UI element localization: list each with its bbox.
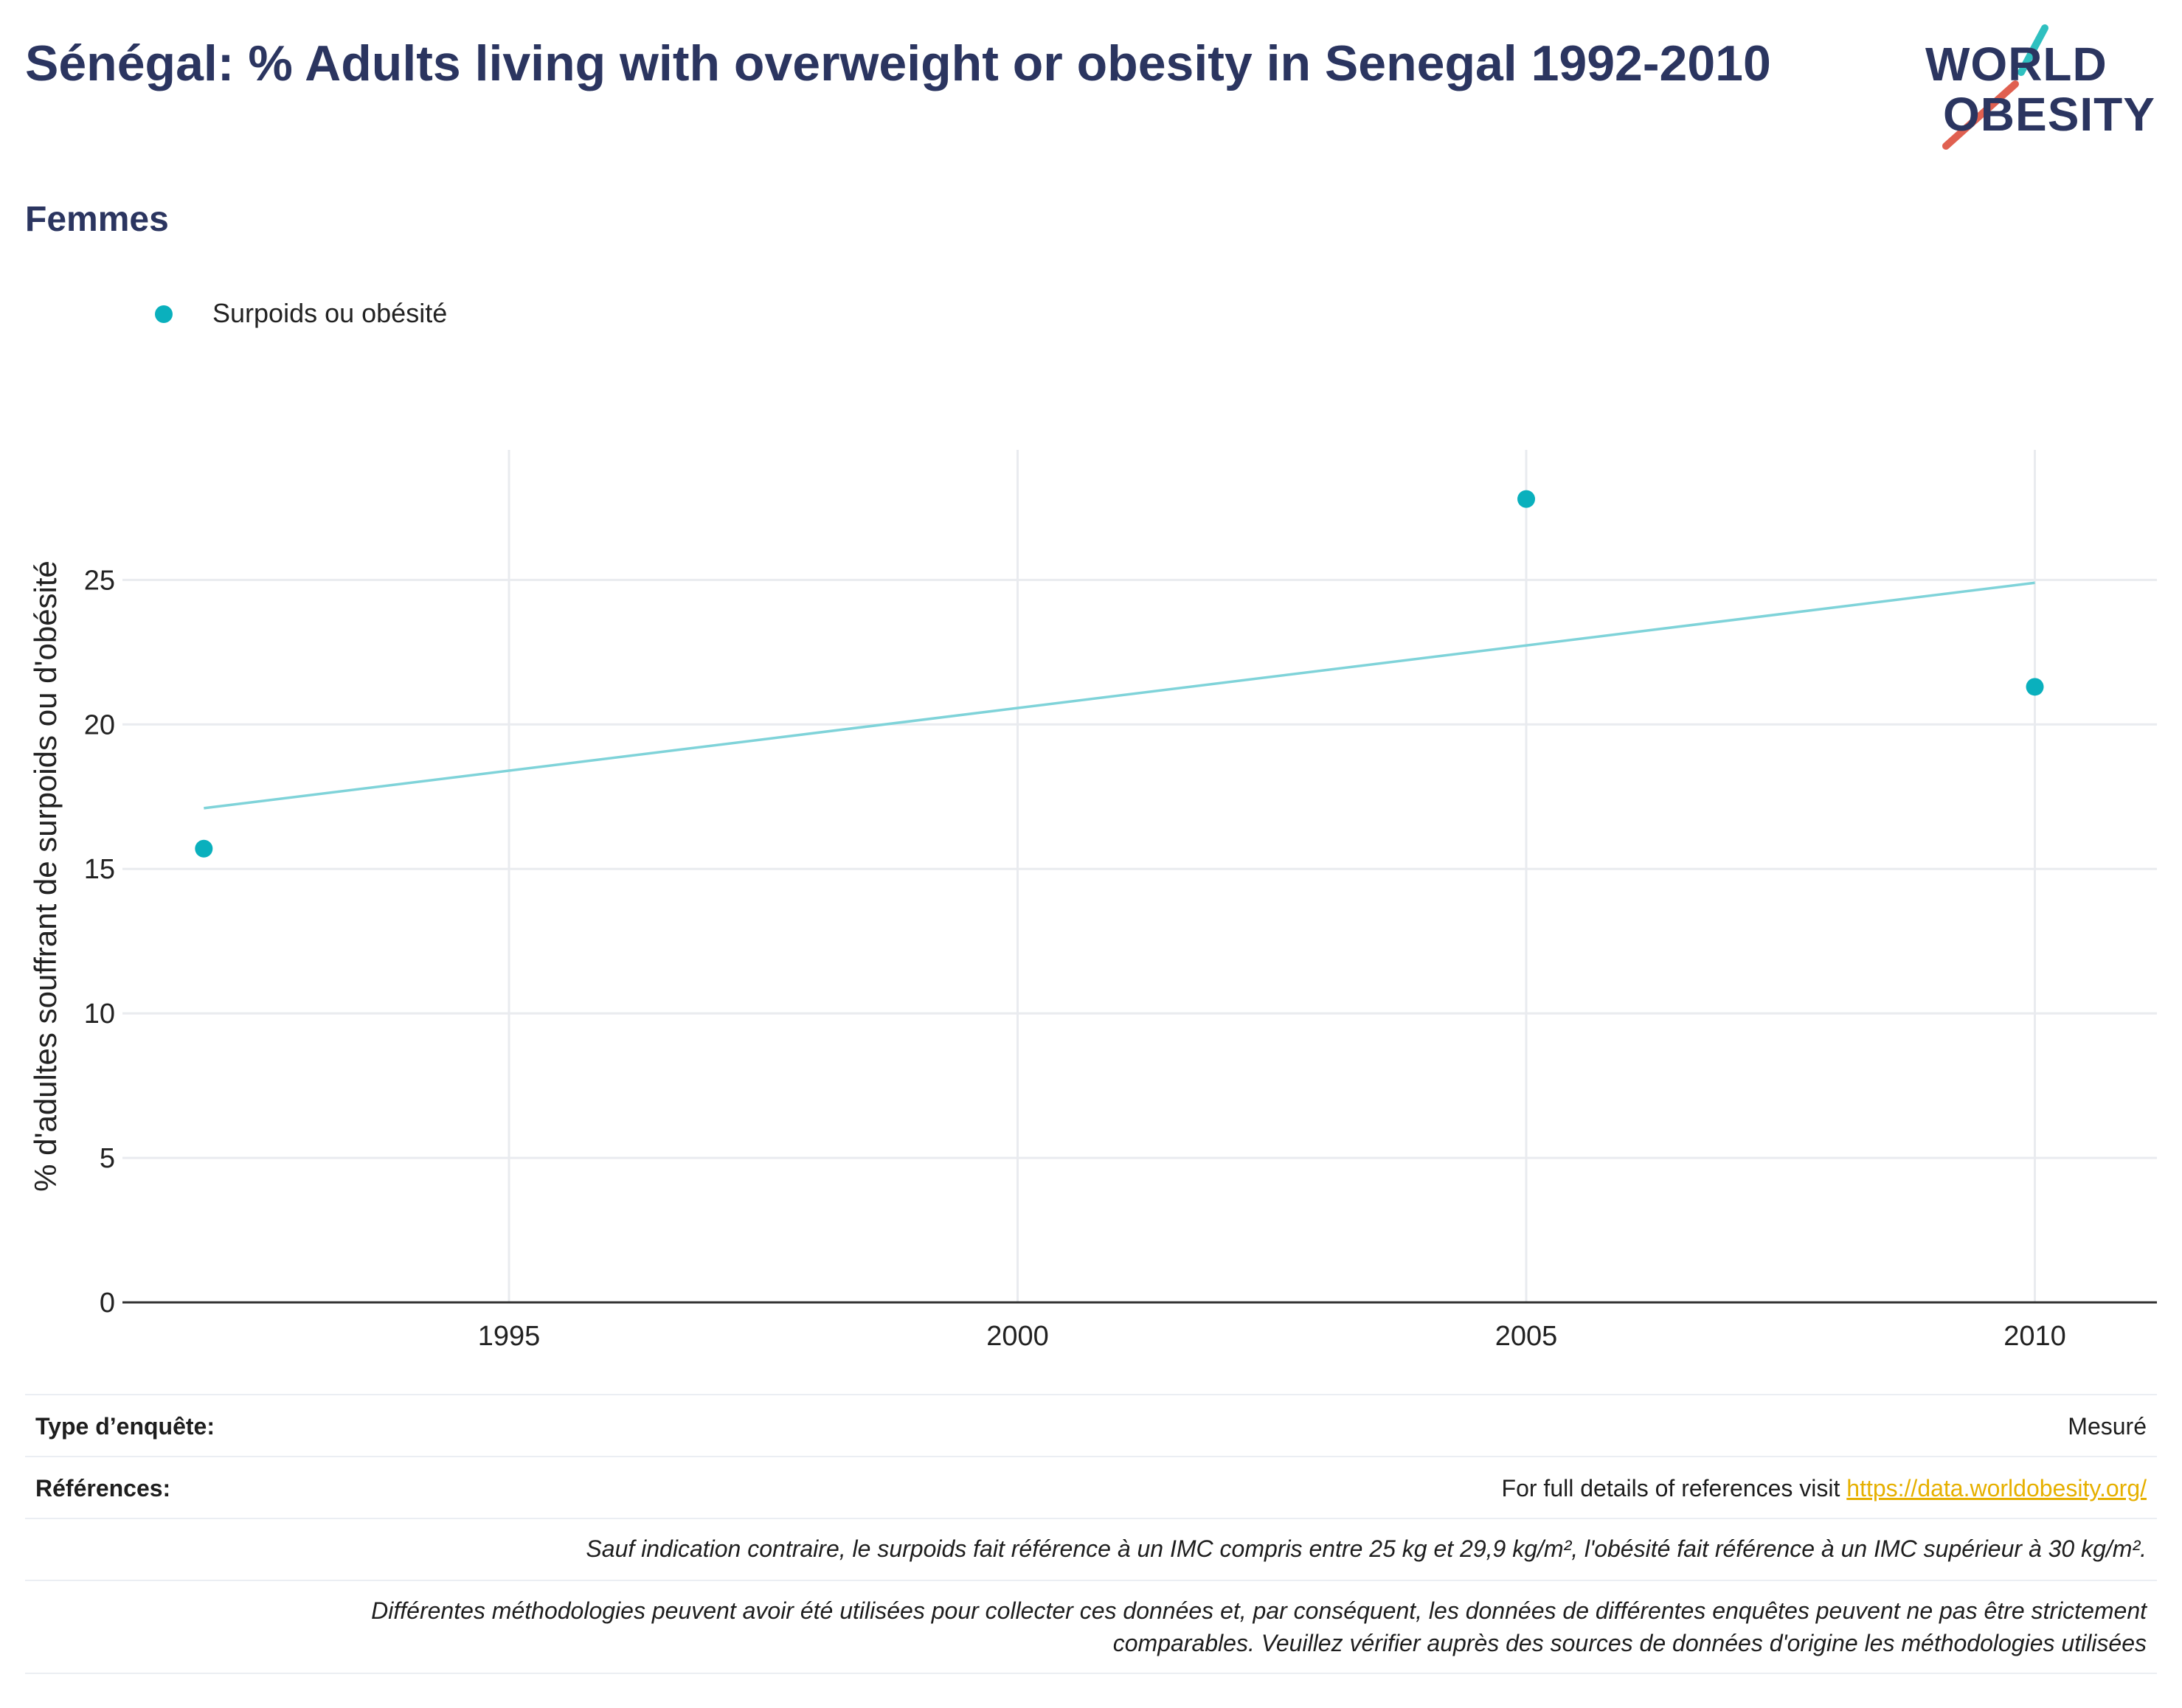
- y-tick-label: 20: [84, 709, 115, 740]
- footer-row-survey: Type d’enquête: Mesuré: [25, 1394, 2157, 1456]
- logo-text-obesity: OBESITY: [1943, 88, 2155, 141]
- trend-line: [204, 581, 2035, 810]
- y-tick-label: 0: [100, 1288, 115, 1319]
- legend-marker: [155, 305, 173, 323]
- chart-footer: Type d’enquête: Mesuré Références: For f…: [25, 1394, 2157, 1674]
- page-title: Sénégal: % Adults living with overweight…: [25, 35, 1771, 91]
- x-tick-label: 2010: [2003, 1321, 2066, 1352]
- x-tick-label: 1995: [478, 1321, 541, 1352]
- data-point: [2026, 678, 2044, 696]
- references-text: For full details of references visit: [1501, 1475, 1847, 1502]
- legend-label: Surpoids ou obésité: [212, 298, 448, 328]
- scatter-chart: 0 5 10 15 20 25 1995 2000 2005 2010 % d'adultes so…: [28, 450, 2157, 1352]
- chart-subtitle: Femmes: [25, 200, 169, 239]
- survey-type-value: Mesuré: [2068, 1413, 2147, 1440]
- references-link[interactable]: https://data.worldobesity.org/: [1846, 1475, 2147, 1502]
- bmi-definition-note: Sauf indication contraire, le surpoids f…: [586, 1535, 2147, 1562]
- y-tick-label: 10: [84, 999, 115, 1030]
- logo-slash-icon: [1942, 24, 2048, 150]
- logo-text-world: WORLD: [1925, 38, 2107, 91]
- methodology-note-line2: comparables. Veuillez vérifier auprès de…: [1112, 1630, 2147, 1656]
- data-point: [1517, 490, 1536, 508]
- references-label: Références:: [35, 1475, 171, 1502]
- y-tick-label: 5: [100, 1143, 115, 1174]
- y-tick-label: 25: [84, 565, 115, 596]
- x-tick-label: 2005: [1495, 1321, 1558, 1352]
- footer-row-note-methods: Différentes méthodologies peuvent avoir …: [25, 1580, 2157, 1674]
- footer-row-references: Références: For full details of referenc…: [25, 1456, 2157, 1518]
- x-tick-label: 2000: [986, 1321, 1049, 1352]
- y-axis-title: % d'adultes souffrant de surpoids ou d'o…: [28, 560, 63, 1192]
- data-point: [195, 839, 213, 858]
- methodology-note-line1: Différentes méthodologies peuvent avoir …: [371, 1597, 2147, 1624]
- references-value: For full details of references visit htt…: [1502, 1475, 2147, 1502]
- world-obesity-logo: WORLD OBESITY: [1925, 22, 2169, 155]
- survey-type-label: Type d’enquête:: [35, 1413, 215, 1440]
- footer-row-note-bmi: Sauf indication contraire, le surpoids f…: [25, 1518, 2157, 1580]
- y-tick-label: 15: [84, 854, 115, 885]
